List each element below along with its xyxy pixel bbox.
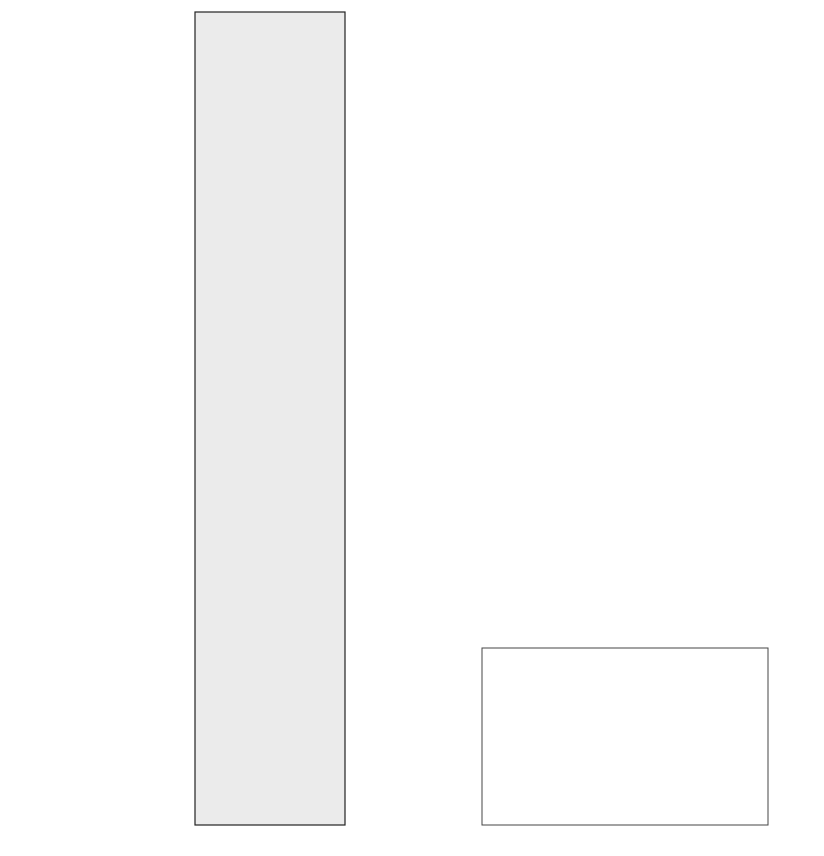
km-plot-panel xyxy=(481,647,769,826)
pfs-colorbar xyxy=(421,46,436,118)
dot-plot-panel-background xyxy=(195,12,345,825)
panel-c-kaplan-meier xyxy=(481,647,769,826)
z-colorbar xyxy=(421,199,436,271)
nes-color-legend xyxy=(352,726,372,825)
nes-colorbar xyxy=(352,726,372,825)
pfs-legend xyxy=(421,46,436,118)
z-score-legend xyxy=(421,199,436,271)
panel-b-heatmap xyxy=(421,46,436,271)
panel-a-dot-plot xyxy=(194,11,372,826)
dot-plot-panel-border xyxy=(194,11,346,826)
